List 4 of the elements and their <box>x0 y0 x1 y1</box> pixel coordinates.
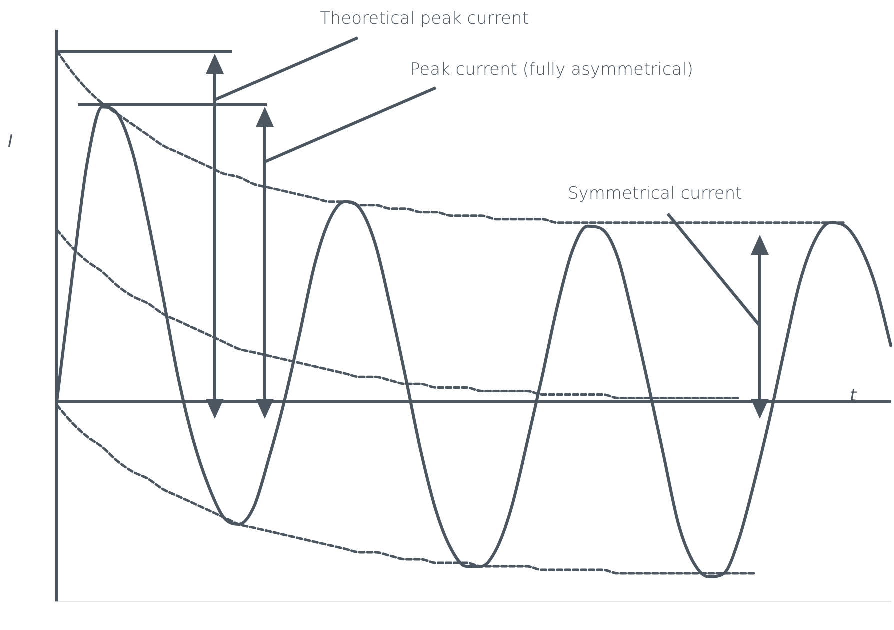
text: Theoretical peak current <box>320 9 529 29</box>
annotation: Peak current (fully asymmetrical) <box>410 60 694 80</box>
y-axis-title: I <box>8 132 14 152</box>
annotation: Symmetrical current <box>568 184 742 204</box>
